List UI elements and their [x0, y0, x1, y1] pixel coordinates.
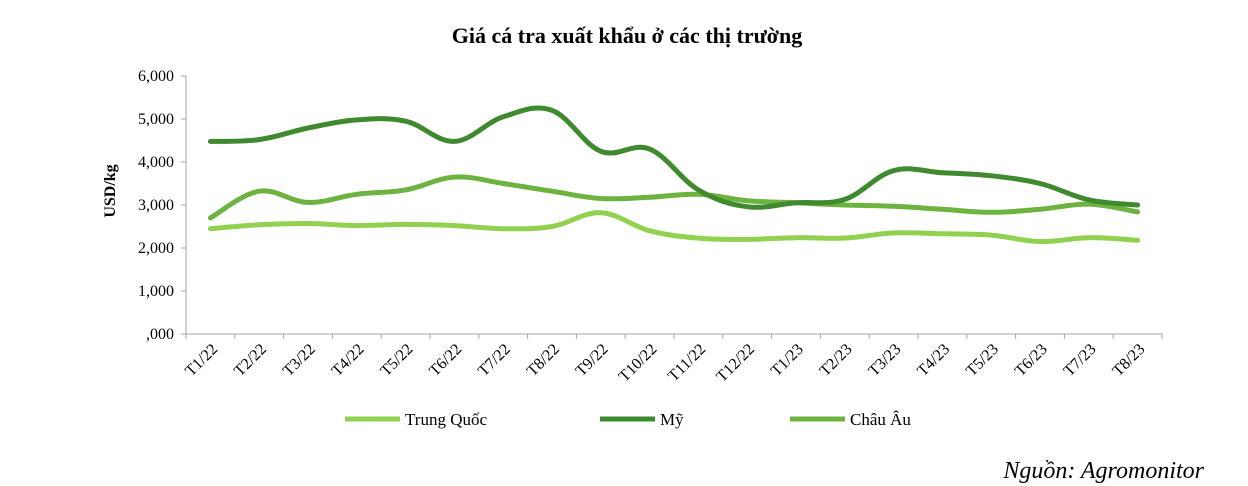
- legend-label: Mỹ: [660, 410, 684, 429]
- x-tick-label: T9/22: [573, 341, 612, 380]
- x-tick-label: T5/22: [377, 341, 416, 380]
- y-tick-label: 3,000: [138, 197, 174, 214]
- x-tick-label: T1/22: [182, 341, 221, 380]
- source-note: Nguồn: Agromonitor: [1003, 458, 1204, 484]
- series-lines: [207, 105, 1141, 245]
- chart-title: Giá cá tra xuất khẩu ở các thị trường: [452, 23, 802, 48]
- y-tick-label: ,000: [146, 326, 174, 343]
- series-line-2: [207, 174, 1141, 221]
- x-tick-label: T8/23: [1109, 341, 1148, 380]
- x-tick-label: T2/23: [817, 341, 856, 380]
- x-axis-ticks: T1/22 T2/22 T3/22 T4/22 T5/22 T6/22 T7/22 T8/22…: [182, 334, 1163, 386]
- x-tick-label: T11/22: [665, 341, 709, 385]
- x-tick-label: T10/22: [616, 341, 661, 386]
- x-tick-label: T3/23: [865, 341, 904, 380]
- legend: Trung Quốc Mỹ Châu Âu: [345, 410, 911, 429]
- x-tick-label: T1/23: [768, 341, 807, 380]
- x-tick-label: T6/22: [426, 341, 465, 380]
- y-tick-label: 4,000: [138, 154, 174, 171]
- legend-label: Châu Âu: [850, 410, 911, 429]
- x-tick-label: T3/22: [280, 341, 319, 380]
- x-tick-label: T5/23: [963, 341, 1002, 380]
- y-tick-label: 5,000: [138, 111, 174, 128]
- x-tick-label: T7/22: [475, 341, 514, 380]
- y-tick-label: 2,000: [138, 240, 174, 257]
- y-tick-label: 6,000: [138, 68, 174, 85]
- legend-label: Trung Quốc: [405, 410, 487, 429]
- series-line-1: [207, 105, 1141, 210]
- series-line-0: [207, 210, 1141, 245]
- y-axis-ticks: ,000 1,000 2,000 3,000 4,000 5,000 6,000: [138, 68, 186, 343]
- x-tick-label: T2/22: [231, 341, 270, 380]
- x-tick-label: T4/22: [329, 341, 368, 380]
- x-tick-label: T8/22: [524, 341, 563, 380]
- x-tick-label: T4/23: [914, 341, 953, 380]
- y-axis-label: USD/kg: [102, 164, 119, 217]
- x-tick-label: T6/23: [1012, 341, 1051, 380]
- x-tick-label: T12/22: [713, 341, 758, 386]
- y-tick-label: 1,000: [138, 283, 174, 300]
- x-tick-label: T7/23: [1061, 341, 1100, 380]
